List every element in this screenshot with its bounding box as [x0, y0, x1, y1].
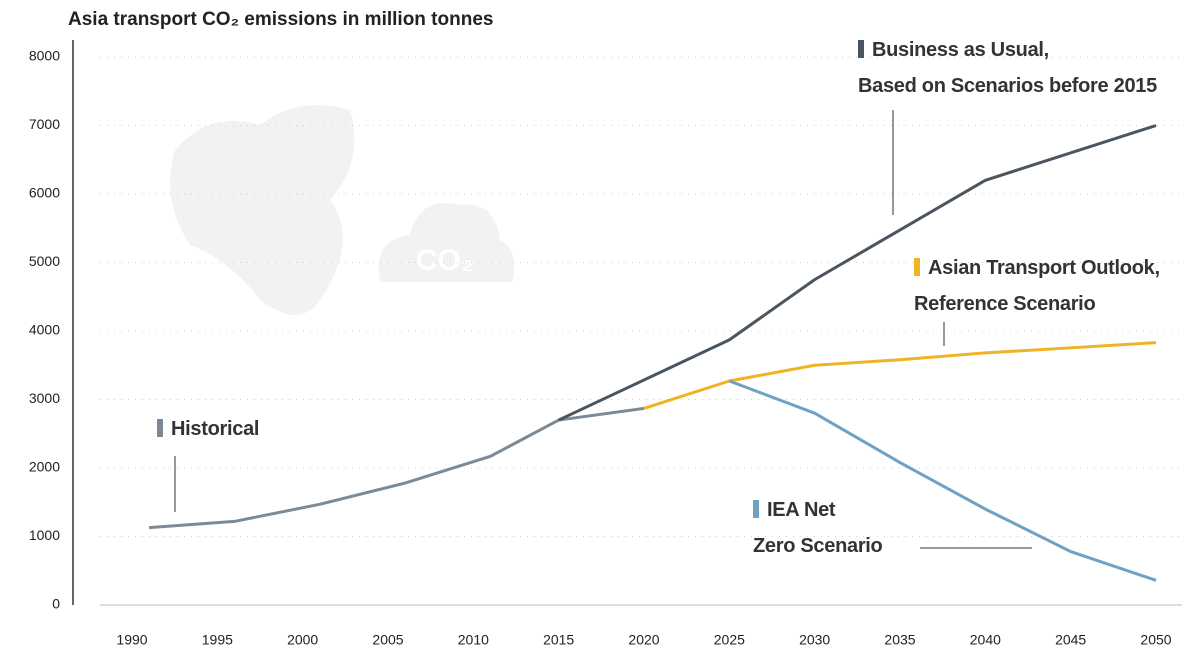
legend-swatch: [858, 40, 864, 58]
x-tick-label: 2040: [970, 632, 1001, 648]
series-label: IEA Net Zero Scenario: [753, 492, 883, 564]
chart-title: Asia transport CO₂ emissions in million …: [68, 9, 493, 30]
y-tick-label: 7000: [29, 116, 60, 132]
series-line: [728, 379, 1157, 582]
y-tick-label: 4000: [29, 322, 60, 338]
x-tick-label: 2025: [714, 632, 745, 648]
y-tick-label: 0: [52, 596, 60, 612]
x-tick-label: 2005: [372, 632, 403, 648]
x-tick-label: 2010: [458, 632, 489, 648]
x-tick-label: 1995: [202, 632, 233, 648]
x-tick-label: 2030: [799, 632, 830, 648]
watermark-text: CO₂: [416, 244, 474, 277]
y-tick-label: 5000: [29, 253, 60, 269]
x-tick-label: 2015: [543, 632, 574, 648]
y-tick-label: 1000: [29, 527, 60, 543]
y-tick-label: 8000: [29, 48, 60, 64]
legend-text: Asian Transport Outlook, Reference Scena…: [914, 257, 1160, 315]
series-label: Asian Transport Outlook, Reference Scena…: [914, 250, 1160, 322]
legend-swatch: [753, 500, 759, 518]
series-line: [643, 341, 1157, 410]
map-shape: [170, 105, 355, 315]
x-tick-label: 2020: [628, 632, 659, 648]
x-tick-label: 2050: [1140, 632, 1171, 648]
x-tick-label: 2000: [287, 632, 318, 648]
legend-swatch: [157, 419, 163, 437]
y-tick-label: 6000: [29, 185, 60, 201]
legend-text: Business as Usual, Based on Scenarios be…: [858, 39, 1157, 97]
legend-text: IEA Net Zero Scenario: [753, 499, 883, 557]
cloud-shape: [378, 203, 515, 282]
series-label: Business as Usual, Based on Scenarios be…: [858, 32, 1157, 104]
legend-text: Historical: [171, 418, 260, 440]
y-tick-label: 2000: [29, 459, 60, 475]
legend-swatch: [914, 258, 920, 276]
y-tick-label: 3000: [29, 390, 60, 406]
series-label: Historical: [157, 411, 259, 447]
x-tick-label: 1990: [116, 632, 147, 648]
x-tick-label: 2045: [1055, 632, 1086, 648]
x-tick-label: 2035: [884, 632, 915, 648]
watermark: CO₂: [170, 105, 515, 315]
series-line: [558, 124, 1157, 422]
